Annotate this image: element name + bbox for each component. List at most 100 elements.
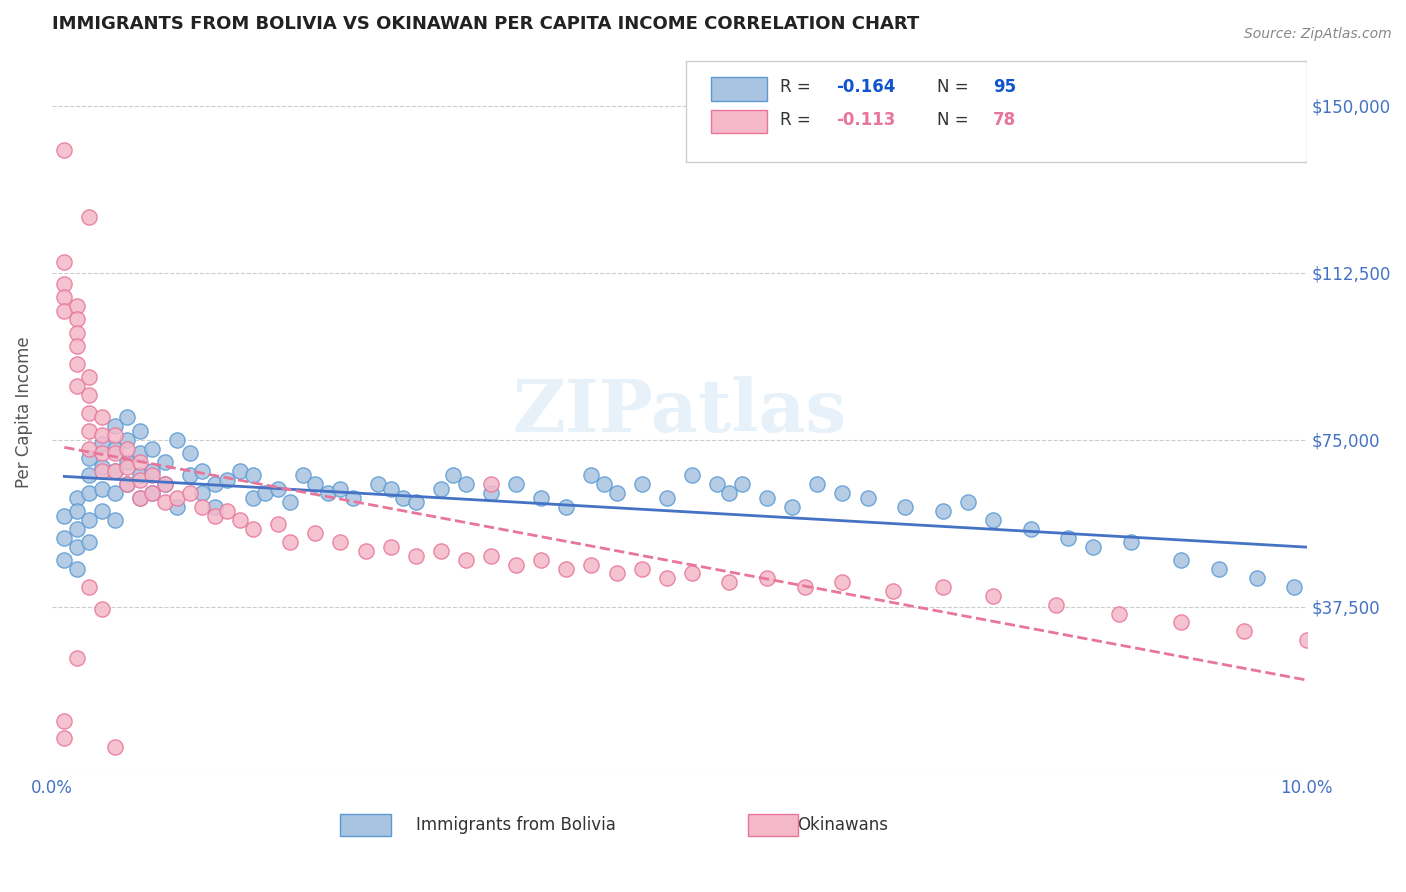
Point xyxy=(505,558,527,572)
Point xyxy=(981,589,1004,603)
Point xyxy=(91,437,114,451)
Point xyxy=(103,419,125,434)
FancyBboxPatch shape xyxy=(710,110,768,133)
Point xyxy=(191,486,214,500)
Point xyxy=(53,508,76,523)
Point xyxy=(103,740,125,755)
Point xyxy=(981,513,1004,527)
FancyBboxPatch shape xyxy=(340,814,391,836)
Point xyxy=(780,500,803,514)
Point xyxy=(1108,607,1130,621)
Point xyxy=(1208,562,1230,576)
Point xyxy=(66,379,89,393)
Point xyxy=(91,602,114,616)
Point xyxy=(1170,615,1192,630)
Point xyxy=(79,580,101,594)
Point xyxy=(66,339,89,353)
Point xyxy=(79,210,101,224)
Point xyxy=(655,571,678,585)
Point xyxy=(454,553,477,567)
Text: 78: 78 xyxy=(993,112,1017,129)
Point xyxy=(79,388,101,402)
Point xyxy=(706,477,728,491)
Point xyxy=(856,491,879,505)
Point xyxy=(128,473,150,487)
Point xyxy=(530,553,553,567)
Point xyxy=(53,714,76,728)
Point xyxy=(79,424,101,438)
Text: -0.113: -0.113 xyxy=(837,112,896,129)
Point xyxy=(66,326,89,340)
Point xyxy=(79,450,101,465)
Point xyxy=(718,575,741,590)
Point xyxy=(217,473,239,487)
Point xyxy=(278,535,301,549)
Point xyxy=(555,562,578,576)
Point xyxy=(304,477,326,491)
Point xyxy=(354,544,377,558)
Point xyxy=(756,571,779,585)
Point xyxy=(681,566,703,581)
Point xyxy=(1396,593,1406,607)
Point xyxy=(204,508,226,523)
Point xyxy=(115,442,138,456)
Point xyxy=(605,486,627,500)
FancyBboxPatch shape xyxy=(748,814,799,836)
Point xyxy=(115,459,138,474)
Point xyxy=(242,468,264,483)
Point xyxy=(115,477,138,491)
Text: N =: N = xyxy=(936,112,973,129)
Point xyxy=(405,549,427,563)
Point xyxy=(115,410,138,425)
Point xyxy=(66,491,89,505)
Point xyxy=(53,290,76,304)
Point xyxy=(103,513,125,527)
Point xyxy=(1246,571,1268,585)
Point xyxy=(66,299,89,313)
Point xyxy=(430,544,453,558)
Point xyxy=(956,495,979,509)
Point xyxy=(115,477,138,491)
Point xyxy=(141,464,163,478)
Point xyxy=(166,491,188,505)
Point xyxy=(103,428,125,442)
Text: IMMIGRANTS FROM BOLIVIA VS OKINAWAN PER CAPITA INCOME CORRELATION CHART: IMMIGRANTS FROM BOLIVIA VS OKINAWAN PER … xyxy=(52,15,920,33)
Point xyxy=(53,254,76,268)
Point xyxy=(1083,540,1105,554)
Point xyxy=(128,491,150,505)
Point xyxy=(242,522,264,536)
Point xyxy=(179,486,201,500)
Point xyxy=(53,531,76,545)
Point xyxy=(179,468,201,483)
Point xyxy=(932,580,955,594)
Point xyxy=(731,477,754,491)
Point xyxy=(204,500,226,514)
Point xyxy=(79,513,101,527)
Point xyxy=(1233,624,1256,639)
Point xyxy=(555,500,578,514)
FancyBboxPatch shape xyxy=(710,78,768,101)
Point xyxy=(681,468,703,483)
Point xyxy=(91,504,114,518)
Point xyxy=(242,491,264,505)
Point xyxy=(128,468,150,483)
Point xyxy=(103,464,125,478)
Point xyxy=(66,504,89,518)
Point xyxy=(1119,535,1142,549)
Point xyxy=(392,491,415,505)
Point xyxy=(581,468,603,483)
Point xyxy=(329,535,352,549)
Point xyxy=(405,495,427,509)
Point xyxy=(1320,584,1343,599)
Point xyxy=(217,504,239,518)
Point xyxy=(79,468,101,483)
Point xyxy=(380,482,402,496)
Point xyxy=(831,486,853,500)
Text: Okinawans: Okinawans xyxy=(797,815,889,834)
Point xyxy=(204,477,226,491)
Point xyxy=(441,468,464,483)
Point xyxy=(166,500,188,514)
Text: R =: R = xyxy=(780,78,815,96)
Point xyxy=(153,477,176,491)
Point xyxy=(1045,598,1067,612)
